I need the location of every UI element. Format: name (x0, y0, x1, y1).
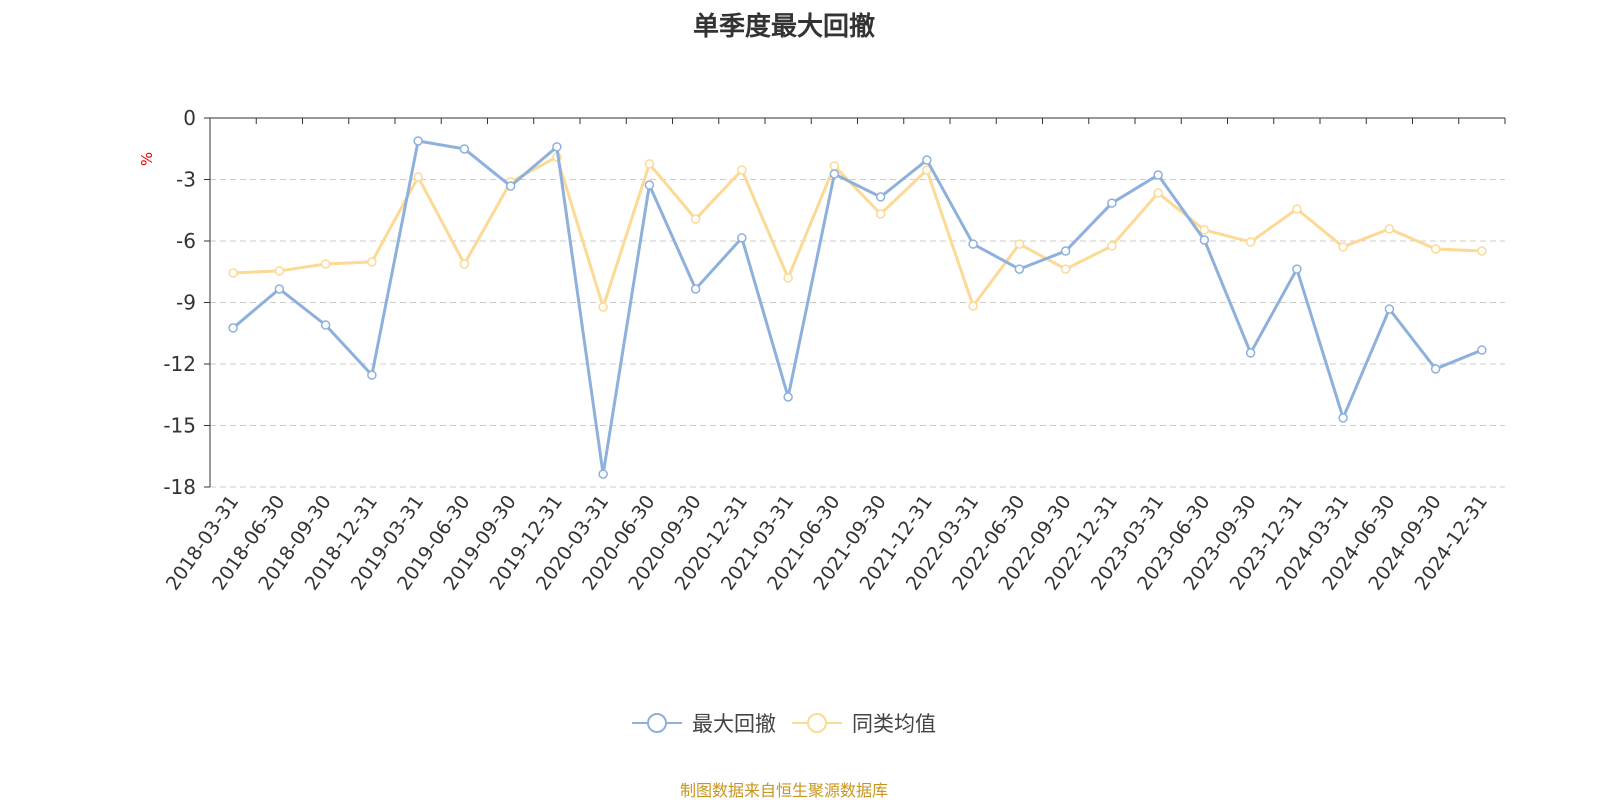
y-tick-label: -18 (163, 475, 196, 499)
data-point (1338, 413, 1348, 423)
data-point (1477, 246, 1487, 256)
data-source-note: 制图数据来自恒生聚源数据库 (679, 781, 888, 800)
legend-marker-icon (792, 713, 842, 733)
data-point (320, 320, 331, 330)
data-point (1153, 188, 1163, 198)
data-point (320, 259, 331, 269)
legend: 最大回撤 同类均值 (0, 708, 1568, 738)
legend-marker-icon (632, 713, 682, 733)
data-point (1199, 235, 1210, 245)
data-point (274, 266, 285, 276)
data-point (1430, 364, 1441, 374)
legend-item-peer-average[interactable]: 同类均值 (792, 708, 936, 738)
data-point (459, 259, 470, 269)
data-point (783, 392, 793, 402)
data-point (413, 136, 423, 146)
data-point (1107, 198, 1117, 208)
y-tick-label: -3 (176, 168, 196, 192)
data-point (1292, 204, 1302, 214)
data-point (690, 284, 701, 294)
data-point (367, 370, 377, 380)
data-point (737, 165, 747, 175)
series-line (233, 154, 1482, 312)
chart-title: 单季度最大回撤 (692, 12, 875, 42)
series-最大回撤 (228, 136, 1487, 479)
data-point (1060, 264, 1071, 274)
y-tick-label: -15 (163, 414, 196, 438)
data-point (598, 469, 608, 479)
legend-item-max-drawdown[interactable]: 最大回撤 (632, 708, 776, 738)
data-point (1338, 242, 1348, 252)
data-point (922, 155, 932, 165)
data-point (690, 214, 701, 224)
series-line (232, 139, 1483, 475)
data-point (1060, 246, 1071, 256)
data-point (644, 159, 655, 169)
data-point (1199, 225, 1210, 235)
data-point (875, 192, 886, 202)
data-point (1245, 237, 1256, 247)
data-point (644, 180, 655, 190)
data-point (274, 284, 285, 294)
data-point (552, 142, 562, 152)
data-point (829, 161, 840, 171)
y-tick-label: -6 (176, 229, 196, 253)
data-point (1292, 264, 1302, 274)
data-point (413, 172, 423, 182)
data-point (1384, 224, 1395, 234)
data-point (459, 144, 470, 154)
data-point (1107, 241, 1117, 251)
data-point (737, 233, 747, 243)
data-point (783, 273, 793, 283)
data-point (1430, 244, 1441, 254)
data-point (598, 302, 608, 312)
data-point (1384, 304, 1395, 314)
data-point (1014, 264, 1025, 274)
legend-label: 同类均值 (852, 712, 936, 736)
y-tick-label: -9 (176, 291, 196, 315)
data-point (367, 257, 377, 267)
data-point (228, 323, 238, 333)
data-point (875, 209, 886, 219)
y-tick-label: -12 (163, 352, 196, 376)
data-point (505, 181, 516, 191)
data-point (228, 268, 238, 278)
y-tick-label: 0 (183, 106, 196, 130)
data-point (1245, 348, 1256, 358)
series-同类均值 (228, 152, 1487, 312)
data-point (829, 169, 840, 179)
data-point (1014, 239, 1025, 249)
data-point (1477, 345, 1487, 355)
data-point (968, 301, 978, 311)
legend-label: 最大回撤 (692, 712, 776, 736)
data-point (1153, 170, 1163, 180)
data-point (968, 239, 978, 249)
